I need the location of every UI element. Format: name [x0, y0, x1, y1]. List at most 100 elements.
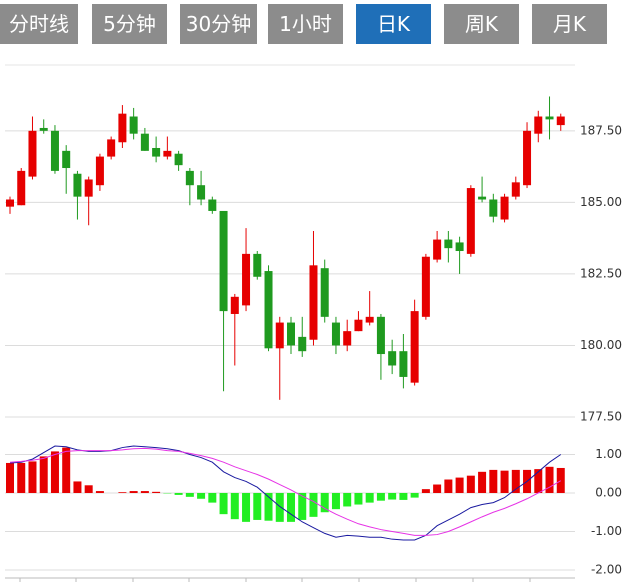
candle-body [197, 185, 206, 200]
candle-body [298, 336, 307, 352]
candle-body [545, 116, 554, 120]
candle-body [534, 116, 543, 134]
macd-bar [331, 492, 340, 510]
tab[interactable]: 周K [444, 4, 519, 44]
candle-body [354, 319, 363, 332]
candle-body [129, 116, 138, 134]
macd-bar [253, 492, 262, 520]
candle-body [219, 210, 228, 312]
macd-bar [388, 492, 397, 500]
macd-bar [62, 447, 71, 493]
y-tick-label: 177.50 [580, 410, 622, 424]
candle-body [410, 311, 419, 383]
candle-body [320, 268, 329, 317]
macd-bar [556, 467, 565, 493]
tab[interactable]: 1小时 [268, 4, 343, 44]
candle-body [478, 196, 487, 200]
macd-bar [28, 461, 37, 493]
candle-body [140, 133, 149, 151]
candle-body [95, 156, 104, 186]
macd-bar [140, 491, 149, 493]
macd-bar [17, 462, 26, 493]
y-tick-label: -2.00 [591, 562, 622, 576]
y-tick-label: 182.50 [580, 266, 622, 280]
tab[interactable]: 分时线 [0, 4, 78, 44]
y-tick-label: 187.50 [580, 123, 622, 137]
tab[interactable]: 日K [356, 4, 431, 44]
candle-body [455, 242, 464, 252]
candle-body [185, 170, 194, 186]
macd-bar [478, 471, 487, 493]
candle-body [511, 182, 520, 197]
macd-bar [39, 456, 48, 493]
macd-bar [365, 492, 374, 503]
candle-body [556, 116, 565, 126]
tab[interactable]: 5分钟 [92, 4, 167, 44]
macd-bar [264, 492, 273, 521]
macd-bar [399, 492, 408, 500]
candle-body [107, 139, 116, 157]
candle-body [118, 113, 127, 143]
candle-body [39, 127, 48, 131]
macd-bar [500, 470, 509, 493]
candle-body [253, 253, 262, 277]
macd-bar [444, 479, 453, 493]
macd-bar [489, 469, 498, 493]
macd-bar [73, 481, 82, 493]
macd-bar [376, 492, 385, 501]
candle-body [500, 196, 509, 220]
macd-bar [208, 492, 217, 503]
macd-bar [343, 492, 352, 507]
candle-body [50, 130, 59, 171]
candle-body [287, 322, 295, 346]
macd-line [9, 447, 562, 536]
candle-body [309, 265, 318, 340]
macd-bar [511, 469, 520, 493]
macd-bar [354, 492, 363, 505]
y-tick-label: -1.00 [591, 524, 622, 538]
macd-bar [534, 469, 543, 493]
macd-bar [433, 484, 442, 493]
y-tick-label: 185.00 [580, 195, 622, 209]
macd-bar [129, 491, 138, 493]
candle-body [62, 150, 71, 169]
macd-bar [421, 489, 430, 493]
candle-body [376, 316, 385, 355]
macd-bar [50, 451, 59, 493]
macd-bar [152, 491, 161, 493]
tab[interactable]: 30分钟 [180, 4, 257, 44]
candle-body [421, 256, 430, 317]
candle-body [365, 316, 374, 323]
macd-bar [455, 477, 464, 493]
macd-bar [242, 492, 251, 522]
candle-body [275, 322, 284, 349]
candle-body [152, 147, 161, 157]
macd-bar [275, 492, 284, 522]
tab[interactable]: 月K [532, 4, 607, 44]
candle-body [444, 239, 453, 249]
candle-body [466, 188, 475, 254]
candle-body [73, 173, 82, 197]
macd-bar [185, 492, 194, 497]
macd-bar [219, 492, 228, 515]
candle-body [28, 130, 37, 177]
macd-bar [6, 462, 14, 493]
macd-bar [298, 492, 307, 520]
macd-bar [309, 492, 318, 517]
macd-bar [287, 492, 295, 522]
candle-body [6, 199, 14, 207]
macd-bar [118, 492, 127, 493]
candle-body [264, 271, 273, 349]
candle-body [331, 322, 340, 346]
candle-body [523, 130, 532, 186]
macd-bar [230, 492, 239, 520]
candle-body [242, 253, 251, 306]
macd-bar [95, 491, 104, 493]
candle-body [388, 351, 397, 366]
y-tick-label: 1.00 [595, 447, 622, 461]
candle-body [208, 199, 217, 211]
macd-bar [410, 492, 419, 498]
macd-line [9, 445, 562, 541]
